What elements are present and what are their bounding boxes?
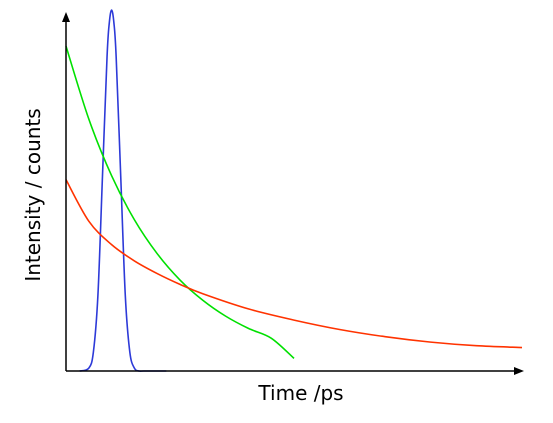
y-axis-arrow-icon [62, 12, 70, 22]
x-axis-label: Time /ps [257, 381, 343, 405]
y-axis-label: Intensity / counts [21, 108, 45, 281]
series-layer [65, 9, 523, 373]
series-line-2 [65, 45, 295, 359]
x-axis-arrow-icon [514, 367, 524, 375]
series-line-3 [65, 179, 523, 349]
series-line-1 [79, 9, 167, 373]
